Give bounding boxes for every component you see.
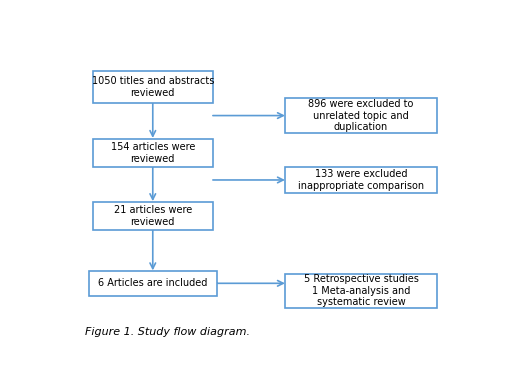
- FancyBboxPatch shape: [93, 72, 213, 103]
- Text: 21 articles were
reviewed: 21 articles were reviewed: [114, 205, 192, 227]
- Text: 154 articles were
reviewed: 154 articles were reviewed: [111, 142, 195, 164]
- Text: 896 were excluded to
unrelated topic and
duplication: 896 were excluded to unrelated topic and…: [309, 99, 414, 132]
- FancyBboxPatch shape: [93, 139, 213, 167]
- Text: 1050 titles and abstracts
reviewed: 1050 titles and abstracts reviewed: [92, 76, 214, 98]
- FancyBboxPatch shape: [285, 167, 437, 193]
- FancyBboxPatch shape: [89, 271, 217, 296]
- Text: Figure 1. Study flow diagram.: Figure 1. Study flow diagram.: [85, 327, 250, 337]
- Text: 5 Retrospective studies
1 Meta-analysis and
systematic review: 5 Retrospective studies 1 Meta-analysis …: [303, 274, 419, 307]
- Text: 6 Articles are included: 6 Articles are included: [98, 278, 207, 288]
- FancyBboxPatch shape: [93, 202, 213, 230]
- FancyBboxPatch shape: [285, 273, 437, 308]
- Text: 133 were excluded
inappropriate comparison: 133 were excluded inappropriate comparis…: [298, 169, 424, 191]
- FancyBboxPatch shape: [285, 98, 437, 133]
